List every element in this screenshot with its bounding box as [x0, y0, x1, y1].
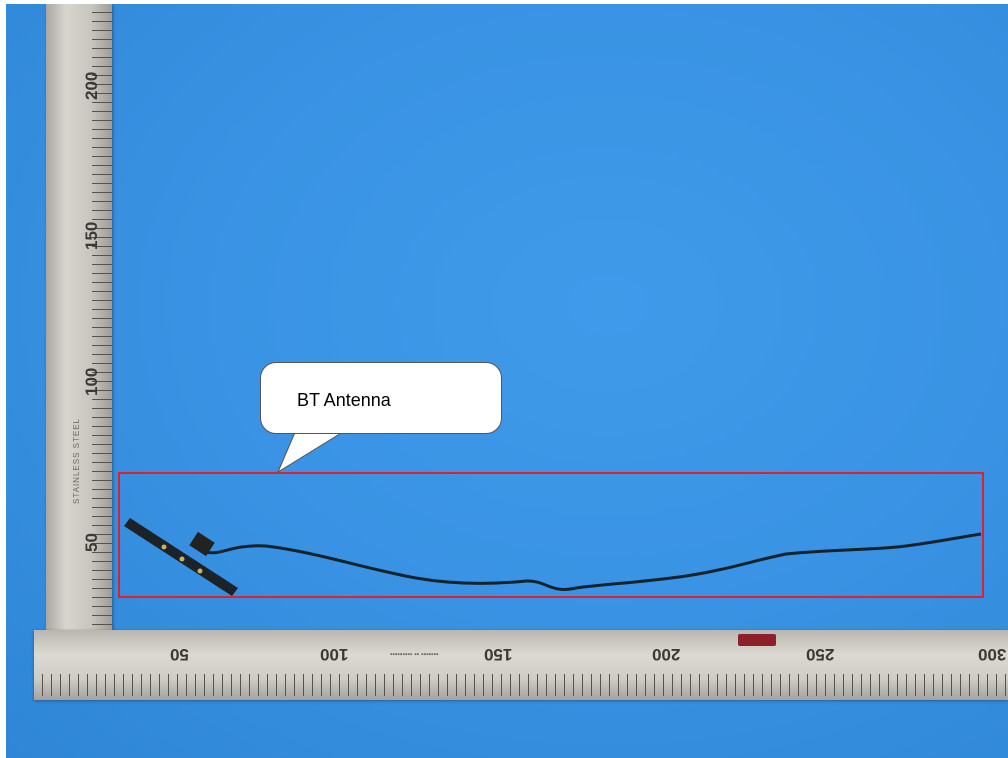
antenna-pcb [124, 518, 238, 596]
vertical-ruler [46, 4, 112, 644]
vertical-ruler-ticks [82, 4, 112, 644]
ruler-logo-badge [738, 634, 776, 646]
callout-label: BT Antenna [297, 390, 391, 410]
callout-bubble: BT Antenna [260, 362, 502, 434]
photo: 200 150 100 STAINLESS STEEL 50 50 100 ▪▪… [6, 4, 1008, 758]
antenna-cable [205, 532, 982, 591]
horizontal-ruler-ticks [34, 674, 1008, 696]
antenna-highlight-box [118, 472, 984, 598]
antenna-cable-svg [124, 518, 982, 596]
horizontal-ruler [34, 630, 1008, 700]
